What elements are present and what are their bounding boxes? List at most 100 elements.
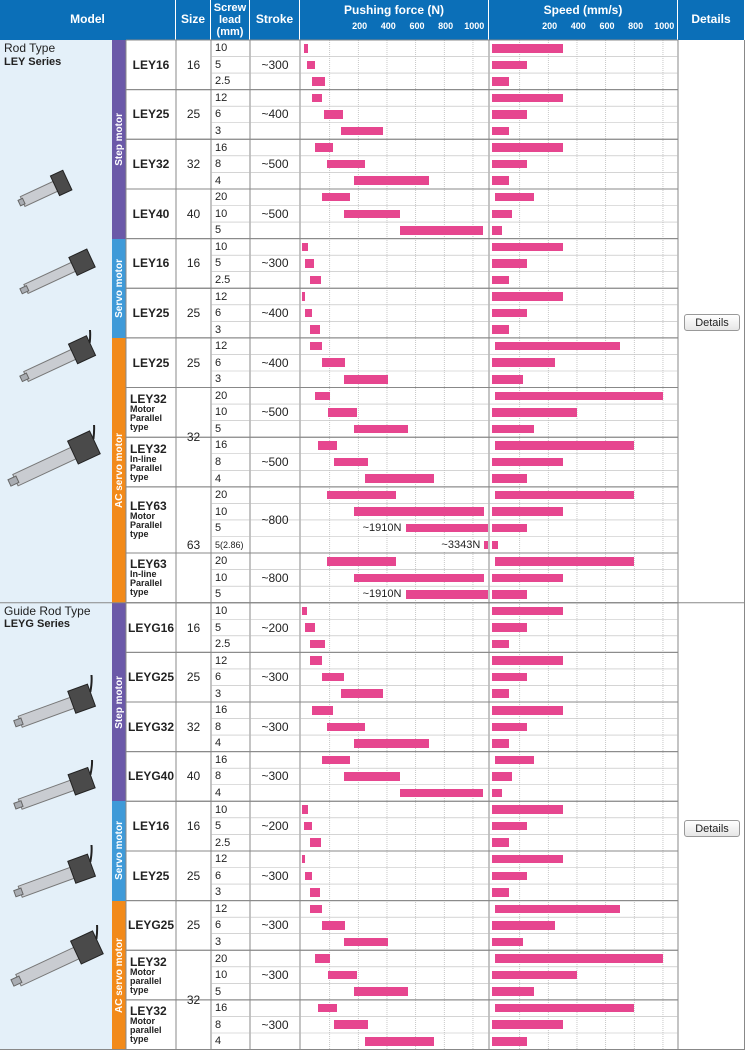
force-overflow-label: ~1910N bbox=[360, 588, 404, 601]
motor-type-label: AC servo motor bbox=[113, 432, 125, 508]
size-value: 16 bbox=[186, 256, 201, 271]
force-bar bbox=[309, 838, 322, 847]
speed-title: Speed (mm/s) bbox=[543, 3, 623, 17]
model-code: LEY63 bbox=[130, 499, 167, 514]
model-code: LEY32 bbox=[130, 1004, 167, 1019]
screw-lead-value: 12 bbox=[215, 340, 228, 353]
model-code: LEY16 bbox=[132, 57, 170, 72]
model-subtitle: type bbox=[130, 529, 149, 540]
force-bar bbox=[305, 308, 313, 318]
model-name: LEY16 bbox=[126, 801, 176, 851]
force-bar bbox=[312, 77, 326, 86]
model-name: LEYG25 bbox=[126, 652, 176, 702]
screw-lead-value: 8 bbox=[215, 1018, 222, 1031]
force-bar bbox=[309, 341, 323, 351]
speed-bar bbox=[492, 987, 534, 996]
motor-type-label: Servo motor bbox=[113, 821, 125, 881]
screw-lead-value: 12 bbox=[215, 91, 228, 104]
speed-bar bbox=[492, 523, 527, 533]
speed-bar bbox=[492, 706, 563, 715]
speed-bar bbox=[492, 424, 534, 434]
force-tick-label: 1000 bbox=[464, 21, 485, 31]
screw-lead-value: 12 bbox=[215, 654, 228, 667]
speed-bar bbox=[492, 44, 563, 53]
screw-lead-value: 4 bbox=[215, 174, 222, 187]
force-bar bbox=[405, 590, 488, 599]
stroke-value: ~500 bbox=[261, 405, 289, 420]
model-subtitle: type bbox=[130, 1034, 149, 1045]
force-bar bbox=[312, 93, 323, 103]
speed-bar bbox=[492, 358, 556, 367]
speed-bar bbox=[492, 110, 527, 119]
details-button[interactable]: Details bbox=[684, 314, 740, 331]
force-bar bbox=[306, 60, 316, 70]
speed-bar bbox=[492, 871, 527, 881]
speed-bar bbox=[492, 970, 577, 980]
screw-lead-value: 3 bbox=[215, 373, 222, 386]
force-bar bbox=[302, 292, 306, 301]
header-speed: Speed (mm/s)20040060080010001200 bbox=[489, 0, 703, 40]
force-bar bbox=[322, 672, 344, 682]
speed-bar bbox=[492, 176, 509, 185]
screw-lead-value: 8 bbox=[215, 456, 222, 469]
force-bar bbox=[309, 639, 326, 649]
speed-bar bbox=[495, 441, 635, 450]
size-value: 25 bbox=[186, 355, 201, 370]
force-bar bbox=[305, 259, 314, 268]
speed-bar bbox=[492, 623, 527, 632]
speed-bar bbox=[492, 275, 509, 285]
model-code: LEYG25 bbox=[127, 918, 175, 933]
model-name: LEY63 Motor Parallel type bbox=[126, 487, 176, 553]
details-button[interactable]: Details bbox=[684, 820, 740, 837]
stroke-value: ~300 bbox=[261, 719, 289, 734]
header-size: Size bbox=[176, 0, 211, 40]
model-subtitle: type bbox=[130, 421, 149, 432]
speed-bar bbox=[495, 192, 534, 202]
force-bar bbox=[322, 192, 350, 202]
motor-type-band: Servo motor bbox=[112, 801, 126, 901]
screw-lead-value: 2.5 bbox=[215, 273, 231, 286]
screw-lead-value: 20 bbox=[215, 389, 228, 402]
motor-type-band: Step motor bbox=[112, 602, 126, 802]
speed-bar bbox=[495, 557, 635, 566]
ac-servo-inline-actuator-photo bbox=[7, 425, 101, 487]
motor-type-label: Step motor bbox=[113, 675, 125, 729]
stroke-value: ~300 bbox=[261, 769, 289, 784]
force-bar bbox=[354, 987, 409, 996]
header-lead-line: Screw bbox=[213, 1, 247, 14]
screw-lead-value: 3 bbox=[215, 323, 222, 336]
group-name: Rod Type bbox=[4, 41, 56, 55]
force-bar bbox=[303, 821, 313, 831]
servo-motor-actuator-photo bbox=[19, 248, 96, 295]
force-bar bbox=[312, 706, 333, 715]
guide-rod-step-motor-photo bbox=[13, 675, 97, 728]
speed-bar bbox=[492, 656, 563, 665]
speed-bar bbox=[495, 954, 663, 963]
speed-bar bbox=[492, 540, 499, 550]
screw-lead-value: 20 bbox=[215, 952, 228, 965]
screw-lead-value: 6 bbox=[215, 919, 222, 932]
speed-bar bbox=[495, 490, 635, 500]
screw-lead-value: 4 bbox=[215, 787, 222, 800]
speed-bar bbox=[492, 226, 502, 235]
model-subtitle: parallel bbox=[130, 1025, 162, 1036]
screw-lead-value: 6 bbox=[215, 671, 222, 684]
model-code: LEY32 bbox=[130, 441, 167, 456]
speed-bar bbox=[492, 590, 527, 599]
screw-lead-value: 10 bbox=[215, 604, 228, 617]
speed-bar bbox=[492, 573, 563, 583]
group-series: LEY Series bbox=[4, 55, 62, 68]
force-bar bbox=[333, 457, 369, 467]
group-name: Guide Rod Type bbox=[4, 603, 91, 618]
force-bar bbox=[341, 126, 383, 136]
model-code: LEY16 bbox=[132, 819, 170, 834]
model-code: LEYG40 bbox=[127, 769, 175, 784]
speed-bar bbox=[492, 1020, 563, 1029]
model-name: LEY16 bbox=[126, 40, 176, 90]
screw-lead-value: 4 bbox=[215, 472, 222, 485]
model-code: LEYG25 bbox=[127, 670, 175, 685]
force-bar bbox=[354, 739, 429, 748]
speed-bar bbox=[492, 474, 527, 483]
force-bar bbox=[322, 358, 346, 367]
